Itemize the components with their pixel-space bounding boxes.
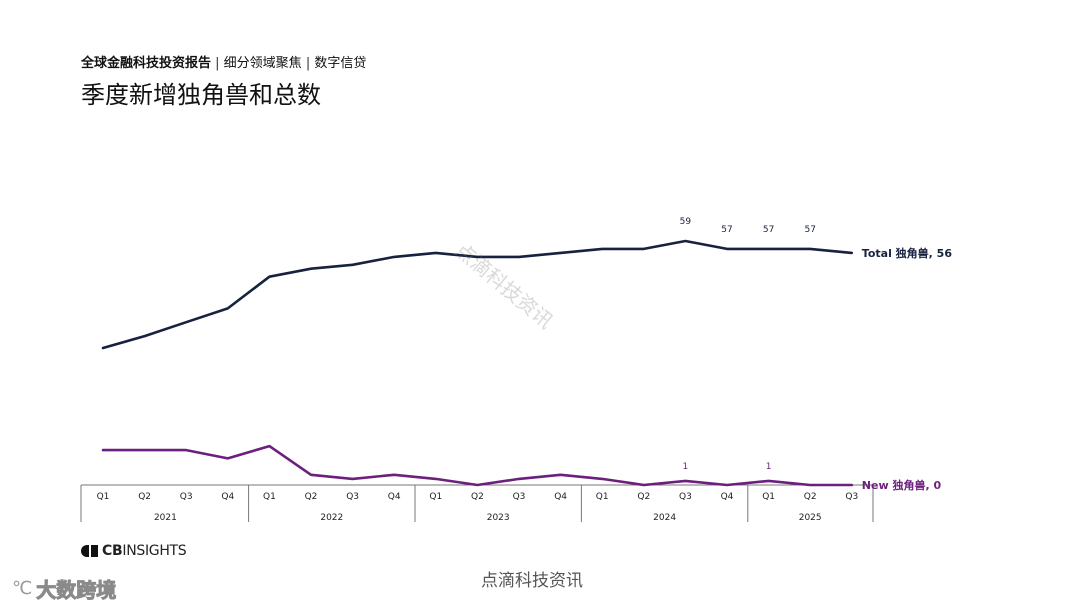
year-label: 2022 bbox=[320, 513, 343, 523]
quarter-tick-label: Q3 bbox=[180, 492, 193, 502]
quarter-tick-label: Q1 bbox=[596, 492, 609, 502]
total-series-line bbox=[101, 239, 854, 350]
new-data-label: 1 bbox=[766, 462, 772, 472]
year-label: 2023 bbox=[487, 513, 510, 523]
breadcrumb-segment: 细分领域聚焦 bbox=[223, 56, 302, 71]
quarter-tick-label: Q2 bbox=[637, 492, 650, 502]
new-data-label: 1 bbox=[683, 462, 689, 472]
breadcrumb-separator: | bbox=[211, 56, 224, 71]
year-label: 2024 bbox=[653, 513, 676, 523]
breadcrumb-segment: 数字信贷 bbox=[314, 56, 367, 71]
total-data-label: 59 bbox=[680, 217, 692, 227]
total-series-end-label: Total 独角兽, 56 bbox=[862, 246, 953, 260]
quarter-tick-label: Q2 bbox=[138, 492, 151, 502]
quarter-tick-label: Q3 bbox=[513, 492, 526, 502]
report-name: 全球金融科技投资报告 bbox=[81, 56, 212, 71]
quarter-tick-label: Q4 bbox=[554, 492, 567, 502]
page-title: 季度新增独角兽和总数 bbox=[81, 81, 321, 109]
quarter-tick-label: Q4 bbox=[221, 492, 234, 502]
total-data-label: 57 bbox=[721, 225, 732, 235]
quarter-tick-label: Q1 bbox=[263, 492, 276, 502]
quarter-tick-label: Q4 bbox=[388, 492, 401, 502]
logo-insights-text: INSIGHTS bbox=[122, 543, 187, 559]
watermark-logo-icon: ℃ bbox=[12, 578, 33, 599]
year-label: 2021 bbox=[154, 513, 177, 523]
breadcrumb-separator: | bbox=[301, 56, 315, 71]
quarter-tick-label: Q4 bbox=[721, 492, 734, 502]
quarter-tick-label: Q3 bbox=[346, 492, 359, 502]
quarter-tick-label: Q1 bbox=[97, 492, 110, 502]
total-data-label: 57 bbox=[763, 225, 774, 235]
breadcrumb: 全球金融科技投资报告 | 细分领域聚焦 | 数字信贷 bbox=[81, 55, 366, 73]
quarter-tick-label: Q1 bbox=[762, 492, 775, 502]
cbinsights-logo: CBINSIGHTS bbox=[81, 543, 187, 559]
corner-watermark-text: 大数跨境 bbox=[36, 578, 117, 603]
quarter-tick-label: Q2 bbox=[804, 492, 817, 502]
quarter-tick-label: Q1 bbox=[429, 492, 442, 502]
quarter-tick-label: Q2 bbox=[471, 492, 484, 502]
cbinsights-logo-icon bbox=[81, 545, 98, 557]
quarter-tick-label: Q2 bbox=[305, 492, 318, 502]
new-series-line bbox=[101, 444, 854, 487]
total-data-label: 57 bbox=[804, 225, 815, 235]
bottom-watermark: 点滴科技资讯 bbox=[481, 571, 583, 591]
new-series-end-label: New 独角兽, 0 bbox=[862, 478, 942, 492]
quarter-tick-label: Q3 bbox=[679, 492, 692, 502]
logo-cb-text: CB bbox=[102, 543, 123, 559]
quarter-tick-label: Q3 bbox=[845, 492, 858, 502]
report-header: 全球金融科技投资报告 | 细分领域聚焦 | 数字信贷 季度新增独角兽和总数 bbox=[81, 55, 366, 111]
corner-watermark: ℃ 大数跨境 bbox=[12, 574, 117, 603]
year-label: 2025 bbox=[799, 513, 822, 523]
